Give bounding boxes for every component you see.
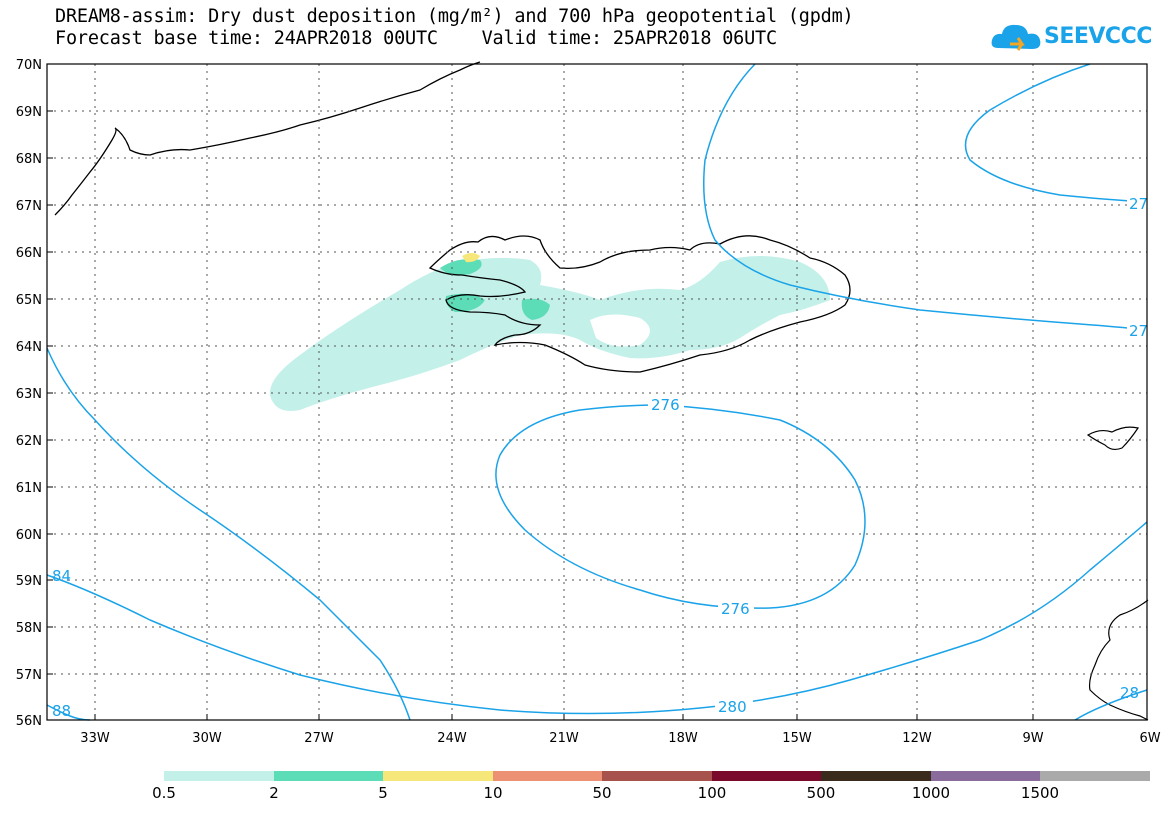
legend-swatch (1040, 771, 1150, 781)
ticks (47, 63, 1034, 720)
legend-label: 2 (269, 784, 279, 802)
legend-swatch (712, 771, 821, 781)
dust-deposition-layer (269, 253, 831, 411)
legend-swatch (274, 771, 383, 781)
contour-label-288: 88 (52, 702, 71, 720)
legend-label: 100 (697, 784, 727, 802)
map-frame (46, 63, 1148, 721)
dust-patch-green-3 (440, 259, 482, 276)
legend-label: 0.5 (152, 784, 176, 802)
iceland-coastline (428, 235, 851, 373)
faroe-islands (1086, 426, 1139, 451)
lon-label: 21W (549, 731, 579, 746)
contour-upper-right (703, 63, 1148, 331)
lat-label: 65N (16, 293, 42, 308)
contour-276-closed (495, 404, 866, 609)
contour-label-right-top: 27 (1129, 195, 1148, 213)
contour-labels: 276 276 280 84 88 27 27 28 (52, 195, 1148, 720)
lon-label: 12W (902, 731, 932, 746)
longitude-labels: 33W 30W 27W 24W 21W 18W 15W 12W 9W 6W (80, 731, 1160, 746)
logo-text: SEEVCCC (1044, 24, 1152, 49)
legend-label: 10 (483, 784, 503, 802)
lat-label: 70N (16, 58, 42, 73)
dust-patch-green-2 (445, 293, 485, 312)
dust-patch-green-1 (521, 298, 550, 320)
contour-upper-right-loop (964, 63, 1148, 203)
lat-label: 60N (16, 528, 42, 543)
legend-label: 500 (806, 784, 836, 802)
contour-label-right-bottom: 28 (1120, 684, 1139, 702)
legend-swatch (931, 771, 1040, 781)
cloud-logo-icon (991, 24, 1041, 51)
dust-patch-yellow (462, 253, 480, 263)
legend-swatch (821, 771, 931, 781)
lat-label: 57N (16, 668, 42, 683)
dust-plume-light (269, 256, 831, 411)
legend-label: 1500 (1020, 784, 1060, 802)
lat-label: 63N (16, 387, 42, 402)
lon-label: 33W (80, 731, 110, 746)
contour-284 (46, 521, 1148, 715)
contour-label-280: 280 (718, 698, 747, 716)
lat-label: 59N (16, 574, 42, 589)
contour-left-lower (46, 347, 411, 721)
contour-label-right-mid: 27 (1129, 322, 1148, 340)
lon-label: 27W (304, 731, 334, 746)
lat-label: 61N (16, 481, 42, 496)
lon-label: 15W (782, 731, 812, 746)
map-title-line-2: Forecast base time: 24APR2018 00UTC Vali… (55, 28, 777, 49)
scotland-coast (1088, 599, 1149, 721)
map-title-line-1: DREAM8-assim: Dry dust deposition (mg/m²… (55, 6, 854, 27)
legend-swatch (383, 771, 493, 781)
lon-label: 9W (1022, 731, 1043, 746)
legend-label: 1000 (911, 784, 951, 802)
lat-label: 64N (16, 340, 42, 355)
lon-label: 18W (668, 731, 698, 746)
seevccc-logo: SEEVCCC (990, 18, 1152, 60)
lat-label: 62N (16, 434, 42, 449)
legend-label: 5 (378, 784, 388, 802)
legend-label: 50 (592, 784, 612, 802)
contour-label-276-upper: 276 (651, 396, 680, 414)
graticule (47, 64, 1147, 720)
lon-label: 30W (192, 731, 222, 746)
legend-swatch (602, 771, 712, 781)
lon-label: 6W (1139, 731, 1160, 746)
lat-label: 66N (16, 246, 42, 261)
lat-label: 67N (16, 199, 42, 214)
lat-label: 58N (16, 621, 42, 636)
contour-label-284: 84 (52, 567, 71, 585)
legend-swatch (164, 771, 274, 781)
latitude-labels: 70N 69N 68N 67N 66N 65N 64N 63N 62N 61N … (16, 58, 42, 729)
lon-label: 24W (437, 731, 467, 746)
geopotential-contours (46, 63, 1148, 721)
greenland-coastline (54, 61, 481, 216)
contour-bottom-right (1074, 689, 1148, 721)
contour-label-276-lower: 276 (721, 600, 750, 618)
lat-label: 69N (16, 105, 42, 120)
dust-gap (590, 314, 650, 347)
lat-label: 56N (16, 714, 42, 729)
lat-label: 68N (16, 152, 42, 167)
legend-swatch (493, 771, 602, 781)
